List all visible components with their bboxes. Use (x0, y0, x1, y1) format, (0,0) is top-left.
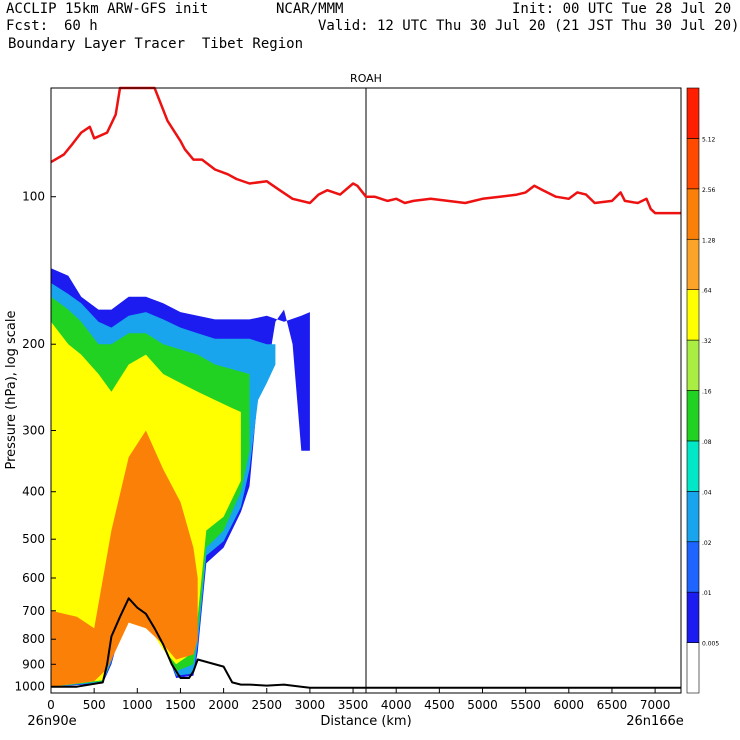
colorbar-swatch (686, 238, 700, 290)
x-tick-label: 4000 (381, 698, 412, 712)
colorbar-label: 5.12 (702, 136, 716, 143)
colorbar-label: 2.56 (702, 187, 716, 194)
x-tick-label: 1000 (122, 698, 153, 712)
colorbar-label: .32 (702, 338, 712, 345)
x-tick-label: 5000 (467, 698, 498, 712)
fcst-value: 60 h (64, 18, 98, 34)
colorbar-swatch (686, 541, 700, 593)
colorbar-swatch (686, 339, 700, 391)
init-time: Init: 00 UTC Tue 28 Jul 20 (512, 1, 732, 17)
colorbar-swatch (686, 289, 700, 341)
x-tick-label: 3500 (338, 698, 369, 712)
colorbar-label: .08 (702, 439, 712, 446)
plot-frame (50, 87, 682, 694)
colorbar-label: .04 (702, 489, 712, 496)
colorbar-label: 1.28 (702, 237, 716, 244)
colorbar-swatch (686, 491, 700, 543)
colorbar-label: .02 (702, 540, 712, 547)
y-axis: 100 200 300 400 500 600 700 800 900 1000 (14, 190, 56, 694)
colorbar-swatch (686, 87, 700, 139)
x-tick-label: 6500 (597, 698, 628, 712)
fcst-label: Fcst: (6, 18, 49, 34)
colorbar-swatch (686, 390, 700, 442)
terrain-line (51, 597, 681, 689)
y-tick-label: 100 (22, 190, 45, 204)
colorbar-label: .64 (702, 288, 712, 295)
x-tick-label: 6000 (554, 698, 585, 712)
colorbar-label: .01 (702, 590, 712, 597)
valid-time: Valid: 12 UTC Thu 30 Jul 20 (21 JST Thu … (318, 18, 740, 34)
colorbar-swatch (686, 591, 700, 643)
colorbar-label: .16 (702, 389, 712, 396)
x-tick-label: 2000 (208, 698, 239, 712)
x-tick-label: 1500 (165, 698, 196, 712)
x-tick-label: 7000 (640, 698, 671, 712)
colorbar-swatch (686, 440, 700, 492)
y-tick-label: 300 (22, 423, 45, 437)
colorbar: 0.005 .01 .02 .04 .08 .16 .32 .64 1.28 2.56 5.12 (686, 87, 719, 694)
x-axis: 0 500 1000 1500 2000 2500 3000 3500 4000 4500 5000… (47, 688, 670, 712)
y-tick-label: 600 (22, 571, 45, 585)
x-tick-label: 0 (47, 698, 55, 712)
tracer-field-4 (51, 430, 198, 687)
y-axis-label: Pressure (hPa), log scale (4, 311, 19, 470)
colorbar-swatch (686, 188, 700, 240)
x-tick-label: 4500 (424, 698, 455, 712)
tracer-fields (51, 268, 310, 687)
colorbar-label: 0.005 (702, 641, 719, 648)
y-tick-label: 800 (22, 632, 45, 646)
x-tick-label: 500 (83, 698, 106, 712)
y-tick-label: 200 (22, 337, 45, 351)
y-tick-label: 1000 (14, 680, 45, 694)
x-tick-label: 2500 (251, 698, 282, 712)
x-end-label: 26n166e (626, 714, 684, 729)
colorbar-swatch (686, 138, 700, 190)
x-axis-label: Distance (km) (320, 714, 411, 729)
y-tick-label: 900 (22, 657, 45, 671)
y-tick-label: 700 (22, 604, 45, 618)
org-label: NCAR/MMM (276, 1, 344, 17)
model-line: ACCLIP 15km ARW-GFS init (6, 1, 209, 17)
chart-title: ROAH (350, 72, 382, 85)
colorbar-swatch (686, 642, 700, 694)
y-tick-label: 500 (22, 532, 45, 546)
y-tick-label: 400 (22, 485, 45, 499)
x-start-label: 26n90e (27, 714, 76, 729)
x-tick-label: 5500 (510, 698, 541, 712)
product-title: Boundary Layer Tracer Tibet Region (8, 36, 304, 52)
x-tick-label: 3000 (295, 698, 326, 712)
